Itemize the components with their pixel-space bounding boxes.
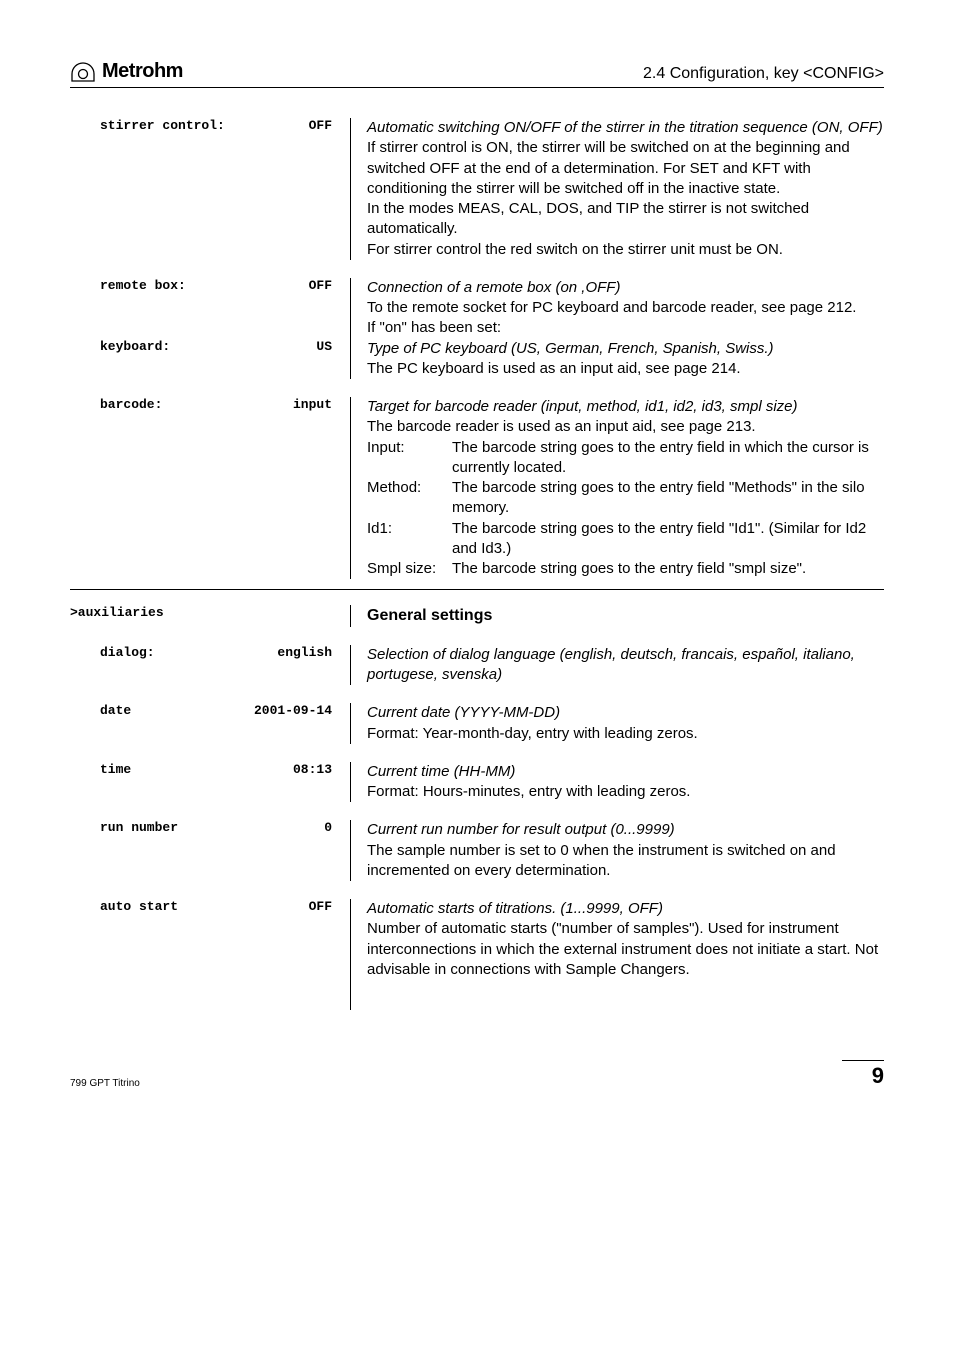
param-value: input [293, 397, 332, 579]
barcode-item-text: The barcode string goes to the entry fie… [452, 559, 884, 579]
param-name: run number [70, 820, 178, 881]
footer-left: 799 GPT Titrino [70, 1078, 140, 1089]
desc-italic: Target for barcode reader (input, method… [367, 398, 798, 415]
barcode-item-label: Method: [367, 478, 452, 519]
config-row: dialog: english Selection of dialog lang… [70, 645, 884, 686]
config-row: auto start OFF Automatic starts of titra… [70, 899, 884, 1010]
param-desc: Current date (YYYY-MM-DD) Format: Year-m… [350, 703, 884, 744]
barcode-item: Smpl size: The barcode string goes to th… [367, 559, 884, 579]
config-row: run number 0 Current run number for resu… [70, 820, 884, 881]
config-row: barcode: input Target for barcode reader… [70, 397, 884, 579]
section-header-row: >auxiliaries General settings [70, 605, 884, 627]
param-name: stirrer control: [70, 118, 225, 260]
logo-text: Metrohm [102, 60, 183, 83]
param-desc: Type of PC keyboard (US, German, French,… [350, 339, 884, 380]
param-name: remote box: [70, 278, 186, 339]
header-title: 2.4 Configuration, key <CONFIG> [643, 65, 884, 83]
config-row: time 08:13 Current time (HH-MM) Format: … [70, 762, 884, 803]
metrohm-icon [70, 61, 96, 83]
param-cell: >auxiliaries [70, 605, 350, 627]
param-desc: Automatic switching ON/OFF of the stirre… [350, 118, 884, 260]
param-desc: Selection of dialog language (english, d… [350, 645, 884, 686]
section-divider [70, 589, 884, 590]
barcode-item: Method: The barcode string goes to the e… [367, 478, 884, 519]
section-title: General settings [367, 607, 492, 624]
desc-italic: Selection of dialog language (english, d… [367, 646, 855, 683]
desc-intro: The barcode reader is used as an input a… [367, 418, 756, 435]
param-desc: Automatic starts of titrations. (1...999… [350, 899, 884, 1010]
param-cell: stirrer control: OFF [70, 118, 350, 260]
desc-italic: Current run number for result output (0.… [367, 821, 675, 838]
param-desc: Current time (HH-MM) Format: Hours-minut… [350, 762, 884, 803]
desc-plain: The sample number is set to 0 when the i… [367, 842, 836, 879]
page-footer: 799 GPT Titrino 9 [70, 1060, 884, 1089]
config-row: date 2001-09-14 Current date (YYYY-MM-DD… [70, 703, 884, 744]
config-row: remote box: OFF Connection of a remote b… [70, 278, 884, 339]
param-value: 08:13 [293, 762, 332, 803]
page: Metrohm 2.4 Configuration, key <CONFIG> … [0, 0, 954, 1119]
param-value: US [316, 339, 332, 380]
param-name: date [70, 703, 131, 744]
page-number: 9 [842, 1060, 884, 1089]
desc-italic: Current date (YYYY-MM-DD) [367, 704, 560, 721]
param-name: auto start [70, 899, 178, 1010]
param-cell: dialog: english [70, 645, 350, 686]
barcode-item-text: The barcode string goes to the entry fie… [452, 438, 884, 479]
desc-italic: Current time (HH-MM) [367, 763, 515, 780]
desc-italic: Automatic switching ON/OFF of the stirre… [367, 119, 883, 136]
desc-italic: Automatic starts of titrations. (1...999… [367, 900, 663, 917]
desc-plain: Format: Hours-minutes, entry with leadin… [367, 783, 690, 800]
param-cell: barcode: input [70, 397, 350, 579]
param-value: OFF [309, 118, 332, 260]
barcode-item: Id1: The barcode string goes to the entr… [367, 519, 884, 560]
param-cell: date 2001-09-14 [70, 703, 350, 744]
param-cell: keyboard: US [70, 339, 350, 380]
param-name: keyboard: [70, 339, 170, 380]
param-desc: Target for barcode reader (input, method… [350, 397, 884, 579]
param-value: english [277, 645, 332, 686]
logo: Metrohm [70, 60, 183, 83]
param-desc: Current run number for result output (0.… [350, 820, 884, 881]
desc-plain: If stirrer control is ON, the stirrer wi… [367, 139, 850, 257]
param-desc: Connection of a remote box (on ,OFF) To … [350, 278, 884, 339]
param-value: 0 [324, 820, 332, 881]
param-name: barcode: [70, 397, 162, 579]
config-row: keyboard: US Type of PC keyboard (US, Ge… [70, 339, 884, 380]
desc-plain: Format: Year-month-day, entry with leadi… [367, 725, 698, 742]
param-cell: run number 0 [70, 820, 350, 881]
param-value: 2001-09-14 [254, 703, 332, 744]
page-header: Metrohm 2.4 Configuration, key <CONFIG> [70, 60, 884, 88]
barcode-item: Input: The barcode string goes to the en… [367, 438, 884, 479]
barcode-item-label: Input: [367, 438, 452, 479]
desc-italic: Connection of a remote box (on ,OFF) [367, 279, 620, 296]
param-name: dialog: [70, 645, 155, 686]
param-cell: remote box: OFF [70, 278, 350, 339]
desc-plain: To the remote socket for PC keyboard and… [367, 299, 856, 336]
param-cell: auto start OFF [70, 899, 350, 1010]
param-value: OFF [309, 278, 332, 339]
desc-plain: Number of automatic starts ("number of s… [367, 920, 878, 978]
barcode-item-text: The barcode string goes to the entry fie… [452, 478, 884, 519]
section-param: >auxiliaries [70, 605, 164, 627]
param-value: OFF [309, 899, 332, 1010]
desc-plain: The PC keyboard is used as an input aid,… [367, 360, 741, 377]
config-row: stirrer control: OFF Automatic switching… [70, 118, 884, 260]
param-cell: time 08:13 [70, 762, 350, 803]
desc-italic: Type of PC keyboard (US, German, French,… [367, 340, 774, 357]
barcode-item-label: Smpl size: [367, 559, 452, 579]
barcode-item-text: The barcode string goes to the entry fie… [452, 519, 884, 560]
param-name: time [70, 762, 131, 803]
section-title-cell: General settings [350, 605, 884, 627]
barcode-item-label: Id1: [367, 519, 452, 560]
